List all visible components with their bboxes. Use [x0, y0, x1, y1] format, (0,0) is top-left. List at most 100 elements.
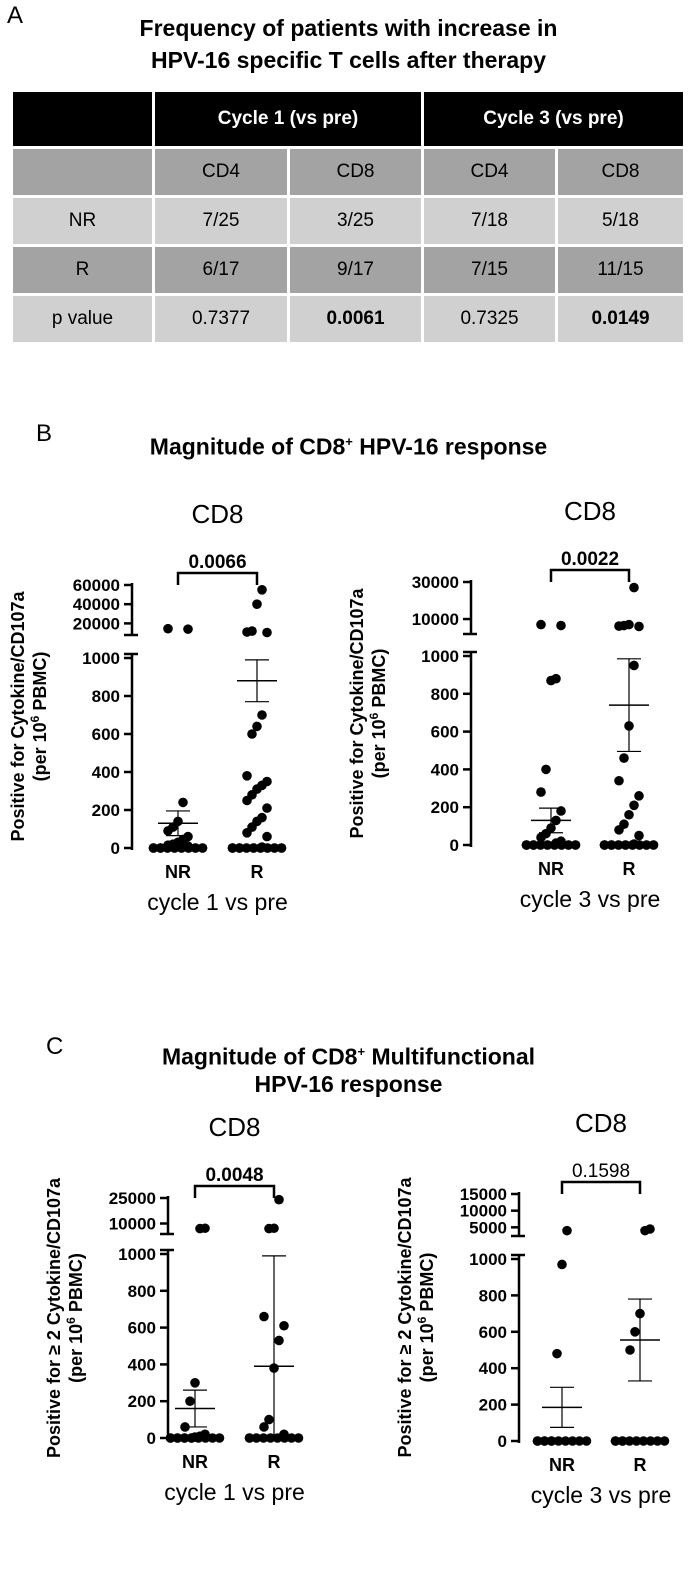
- table-cell: 6/17: [155, 247, 290, 296]
- data-point: [625, 1345, 635, 1355]
- y-tick-label: 20000: [73, 614, 120, 633]
- data-point: [247, 729, 257, 739]
- data-point: [645, 1224, 655, 1234]
- data-point: [652, 1436, 663, 1446]
- data-point: [241, 843, 252, 853]
- data-point: [276, 843, 287, 853]
- data-point: [557, 1259, 567, 1270]
- y-tick-label: 400: [128, 1355, 156, 1374]
- data-point: [630, 1327, 640, 1337]
- data-point: [629, 660, 639, 671]
- significance-bracket: [560, 1180, 642, 1194]
- data-point: [536, 619, 546, 630]
- data-point: [614, 775, 624, 786]
- table-cell: 5/18: [558, 198, 683, 247]
- data-point: [556, 620, 566, 631]
- data-point: [197, 843, 208, 853]
- y-axis-label-line2: (per 106 PBMC): [64, 1253, 86, 1383]
- table-cell: 9/17: [290, 247, 424, 296]
- y-tick-label: 200: [128, 1392, 156, 1411]
- table-row-pvalue: p value 0.7377 0.0061 0.7325 0.0149: [13, 296, 683, 345]
- data-point: [629, 582, 639, 593]
- x-axis-label: cycle 3 vs pre: [520, 886, 661, 912]
- panel-c-title-line1: Magnitude of CD8+ Multifunctional: [0, 1036, 697, 1073]
- table-cell: 7/25: [155, 198, 290, 247]
- data-point: [645, 1436, 656, 1446]
- y-tick-label: 1000: [118, 1245, 156, 1264]
- y-axis-label-line1: Positive for ≥ 2 Cytokine/CD107a: [44, 1177, 64, 1458]
- header-cell-cycle3: Cycle 3 (vs pre): [424, 92, 683, 149]
- y-tick-label: 200: [431, 798, 459, 817]
- data-point: [200, 1429, 210, 1440]
- table-row-r: R 6/17 9/17 7/15 11/15: [13, 247, 683, 296]
- data-point: [659, 1436, 670, 1446]
- significance-bracket: [549, 568, 631, 582]
- y-tick-label: 1000: [469, 1250, 507, 1269]
- data-point: [178, 797, 188, 808]
- data-point: [624, 619, 634, 630]
- table-cell: 7/15: [424, 247, 558, 296]
- data-point: [613, 840, 624, 850]
- data-point: [286, 1433, 297, 1443]
- y-tick-label: 40000: [73, 595, 120, 614]
- y-tick-label: 400: [431, 760, 459, 779]
- data-point: [190, 843, 201, 853]
- data-point: [264, 1414, 274, 1425]
- y-tick-label: 400: [92, 763, 120, 782]
- data-point: [293, 1433, 304, 1443]
- data-point: [562, 1225, 572, 1236]
- y-tick-label: 30000: [412, 573, 459, 592]
- y-tick-label: 0: [147, 1429, 156, 1448]
- panel-c-title-pre: Magnitude of CD8: [161, 1043, 358, 1070]
- frequency-table: Cycle 1 (vs pre) Cycle 3 (vs pre) CD4 CD…: [13, 92, 683, 345]
- y-tick-label: 200: [479, 1396, 507, 1415]
- y-tick-label: 600: [128, 1319, 156, 1338]
- chart-title: CD8: [191, 499, 243, 529]
- y-tick-label: 1000: [82, 649, 120, 668]
- category-label: NR: [549, 1455, 575, 1475]
- y-tick-label: 1000: [421, 647, 459, 666]
- y-tick-label: 60000: [73, 576, 120, 595]
- y-axis-label-line1: Positive for Cytokine/CD107a: [347, 587, 367, 838]
- category-label: R: [623, 859, 636, 879]
- category-label: R: [634, 1455, 647, 1475]
- subheader-cell: CD8: [290, 149, 424, 198]
- subheader-cell: CD4: [424, 149, 558, 198]
- data-point: [252, 721, 262, 732]
- data-point: [629, 839, 639, 849]
- data-point: [279, 1320, 289, 1331]
- y-tick-label: 800: [128, 1282, 156, 1301]
- table-subheader-row: CD4 CD8 CD4 CD8: [13, 149, 683, 198]
- y-axis-label-line2: (per 106 PBMC): [415, 1253, 437, 1383]
- data-point: [553, 1436, 564, 1446]
- panel-letter-c: C: [46, 1033, 64, 1060]
- data-point: [183, 831, 193, 842]
- data-point: [560, 1436, 571, 1446]
- panel-letter-b: B: [36, 420, 53, 447]
- y-tick-label: 10000: [412, 610, 459, 629]
- x-axis-label: cycle 1 vs pre: [164, 1479, 305, 1505]
- data-point: [599, 840, 610, 850]
- data-point: [528, 840, 539, 850]
- data-point: [172, 1433, 183, 1443]
- data-point: [163, 623, 173, 634]
- panel-letter-a: A: [7, 2, 24, 29]
- row-label: p value: [13, 296, 155, 345]
- data-point: [179, 1433, 190, 1443]
- subheader-cell: CD8: [558, 149, 683, 198]
- data-point: [521, 840, 532, 850]
- panel-b-title-post: HPV-16 response: [352, 433, 548, 460]
- y-tick-label: 0: [450, 836, 459, 855]
- y-tick-label: 0: [498, 1432, 507, 1451]
- data-point: [155, 843, 166, 853]
- panel-b-title-sup: +: [345, 434, 353, 449]
- panel-c-title-line2: HPV-16 response: [254, 1071, 443, 1097]
- data-point: [648, 840, 659, 850]
- data-point: [574, 1436, 585, 1446]
- data-point: [631, 1436, 642, 1446]
- data-point: [539, 1436, 550, 1446]
- table-cell: 0.7377: [155, 296, 290, 345]
- y-tick-label: 5000: [469, 1218, 507, 1237]
